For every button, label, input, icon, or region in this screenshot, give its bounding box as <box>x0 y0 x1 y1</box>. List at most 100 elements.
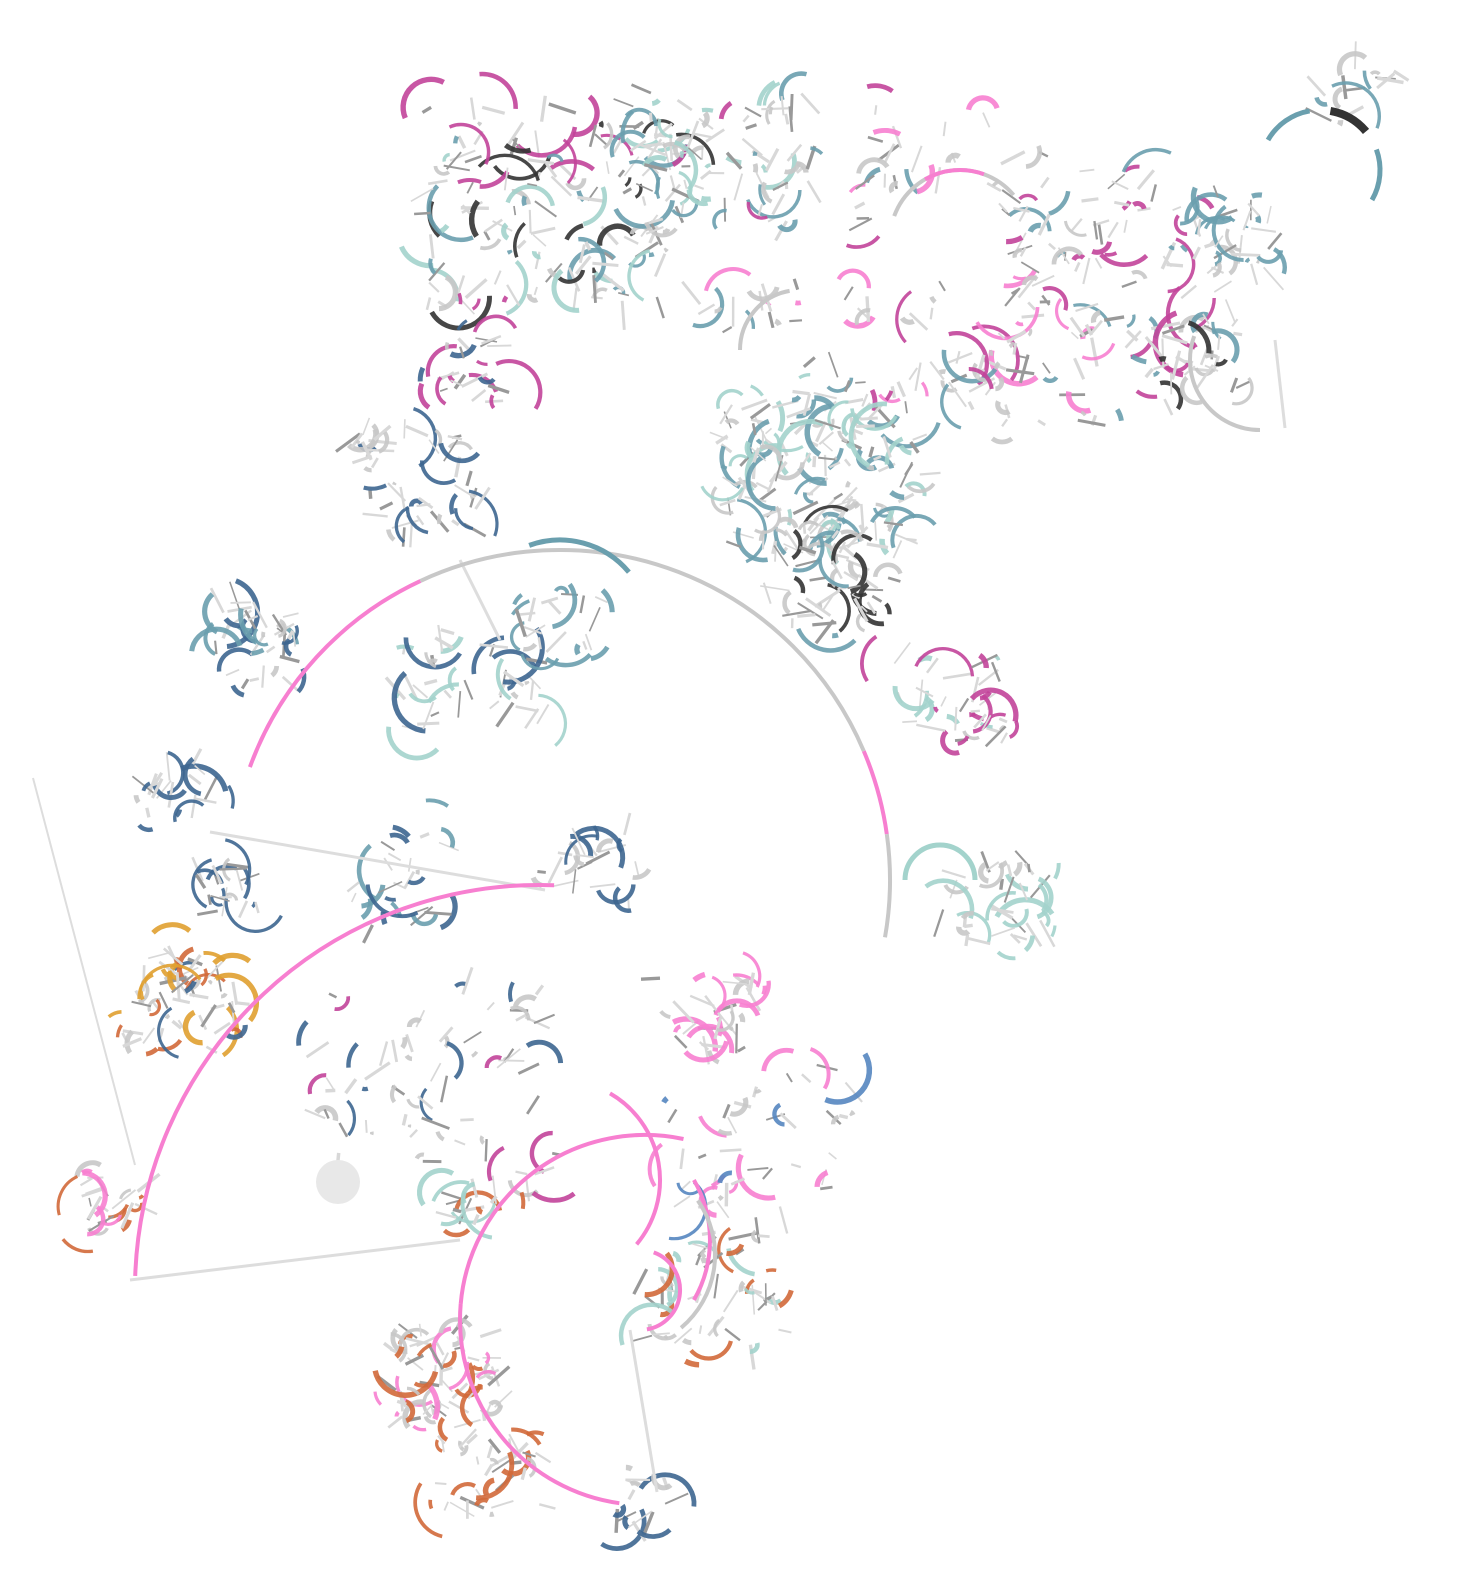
branch <box>958 697 970 713</box>
branch <box>1267 232 1283 250</box>
arc <box>738 288 790 351</box>
arc <box>914 647 975 677</box>
arc <box>600 588 615 613</box>
arc <box>238 608 259 645</box>
arc <box>475 1206 484 1215</box>
arc <box>408 692 437 704</box>
arc <box>157 1038 183 1052</box>
arc <box>839 529 864 543</box>
arc <box>644 1251 675 1298</box>
arc <box>636 1527 672 1539</box>
branch <box>733 173 744 201</box>
branch <box>1005 368 1035 376</box>
arc <box>1036 876 1054 920</box>
branch <box>818 456 836 461</box>
branch <box>860 605 868 613</box>
branch <box>485 399 504 404</box>
arc <box>969 710 977 718</box>
arc <box>1025 144 1043 169</box>
arc <box>791 529 803 560</box>
branch <box>617 169 626 178</box>
arc <box>761 1047 795 1072</box>
arc <box>689 1340 733 1361</box>
arc <box>565 178 587 191</box>
branch <box>344 1078 358 1095</box>
branch <box>1163 398 1174 416</box>
branch <box>925 657 939 674</box>
arc <box>849 552 868 595</box>
branch <box>584 241 592 251</box>
branch <box>428 234 435 259</box>
branch <box>833 492 844 501</box>
branch <box>838 541 847 554</box>
arc <box>444 341 450 351</box>
arc <box>505 184 555 207</box>
branch <box>508 1433 522 1457</box>
branch <box>883 521 904 527</box>
arc <box>511 599 531 616</box>
branch <box>1123 219 1128 233</box>
branch <box>409 523 413 548</box>
branch <box>871 594 883 603</box>
branch <box>405 1033 414 1053</box>
arc <box>774 318 782 327</box>
branch <box>585 850 611 866</box>
arc <box>1204 215 1236 230</box>
branch <box>1019 246 1027 257</box>
arc <box>400 76 445 120</box>
branch <box>459 1495 485 1510</box>
branch <box>572 287 578 311</box>
arc <box>479 238 502 251</box>
root-node <box>316 1160 360 1204</box>
arc <box>115 1024 123 1038</box>
branch <box>641 196 647 206</box>
branch <box>933 909 945 938</box>
branch <box>151 1000 159 1009</box>
branch <box>622 187 633 195</box>
branch <box>368 489 373 499</box>
arc <box>1152 310 1184 378</box>
arc <box>519 1191 526 1210</box>
branch <box>460 1118 474 1122</box>
arc <box>391 671 426 734</box>
arc <box>1065 391 1092 414</box>
arc <box>450 1482 476 1496</box>
branch <box>407 1357 424 1371</box>
arc <box>1027 328 1033 337</box>
branch <box>918 679 924 710</box>
branch <box>652 1332 670 1336</box>
branch <box>538 1503 556 1510</box>
branch <box>1153 363 1169 371</box>
branch <box>786 143 803 162</box>
branch <box>1150 321 1181 331</box>
arc <box>1369 70 1381 76</box>
branch <box>1150 184 1157 202</box>
branch <box>908 367 919 381</box>
branch <box>698 1325 703 1334</box>
branch <box>762 582 772 605</box>
arc <box>251 901 257 909</box>
arc <box>422 1388 433 1419</box>
branch <box>857 573 879 590</box>
arc <box>389 832 410 845</box>
arc <box>920 381 929 397</box>
branch <box>399 486 406 509</box>
branch <box>642 1511 655 1536</box>
arc <box>717 1194 724 1202</box>
arc <box>482 1477 495 1497</box>
arc <box>933 706 939 713</box>
arc <box>824 1052 873 1105</box>
branch <box>544 162 558 178</box>
arc <box>684 1358 700 1368</box>
arc <box>821 519 841 530</box>
arc <box>521 195 528 207</box>
branch <box>159 976 187 986</box>
arc <box>853 591 868 598</box>
arc <box>564 834 598 865</box>
branch <box>797 613 816 618</box>
arc <box>869 506 917 524</box>
branch <box>534 1166 555 1176</box>
branch <box>812 456 817 468</box>
arc <box>836 268 871 289</box>
arc <box>991 180 999 187</box>
